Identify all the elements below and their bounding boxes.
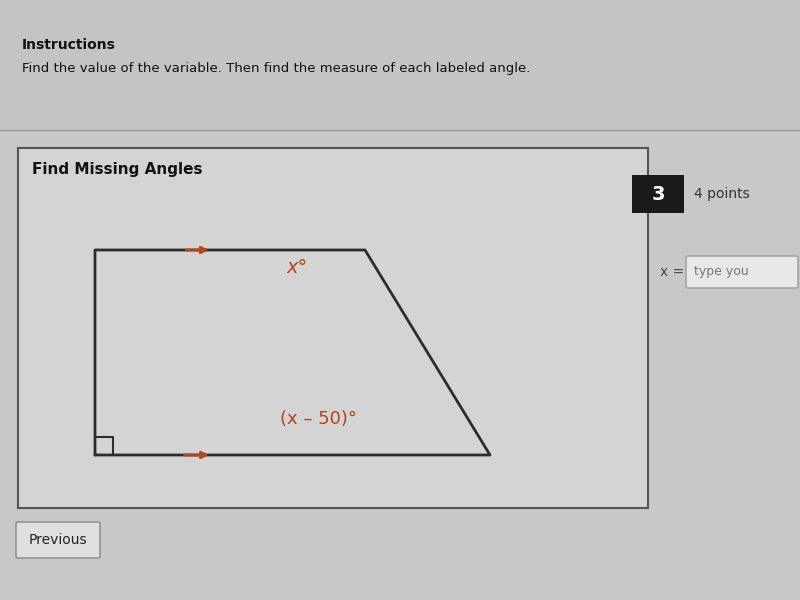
Text: (x – 50)°: (x – 50)° [280,410,357,428]
Text: 4 points: 4 points [694,187,750,201]
Text: x°: x° [287,258,308,277]
Text: x =: x = [660,265,684,279]
Text: Instructions: Instructions [22,38,116,52]
FancyBboxPatch shape [16,522,100,558]
Bar [632,175,684,213]
Text: Previous: Previous [29,533,87,547]
FancyBboxPatch shape [686,256,798,288]
Text: 3: 3 [651,185,665,203]
Text: Find the value of the variable. Then find the measure of each labeled angle.: Find the value of the variable. Then fin… [22,62,530,75]
Text: type you: type you [694,265,749,278]
Bar [0,0,800,130]
Bar [18,148,648,508]
Text: Find Missing Angles: Find Missing Angles [32,162,202,177]
